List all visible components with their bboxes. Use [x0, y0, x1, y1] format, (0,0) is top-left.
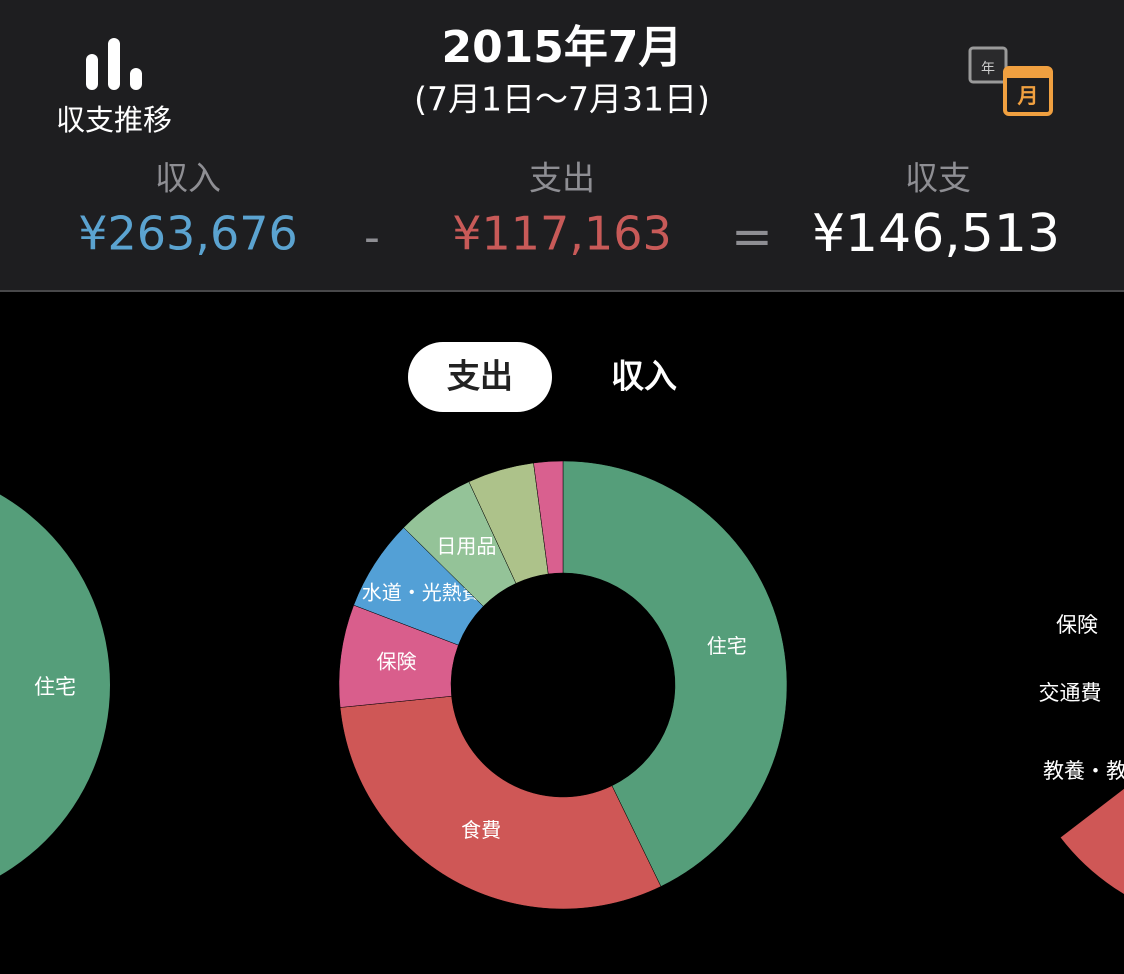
tab-expense[interactable]: 支出	[447, 357, 513, 396]
left-chart-label: 住宅	[34, 675, 76, 699]
donut-slice	[339, 695, 662, 910]
income-label: 収入	[155, 159, 221, 198]
donut-slice	[562, 460, 788, 887]
header-divider	[0, 290, 1124, 292]
right-chart-label: 教養・教	[1043, 759, 1124, 783]
donut-slice	[533, 460, 564, 575]
trend-button[interactable]: 収支推移	[56, 38, 172, 137]
equals-sign: =	[731, 208, 773, 266]
month-icon-label: 月	[1017, 84, 1039, 108]
period: (7月1日〜7月31日)	[414, 80, 710, 119]
month-icon-band	[1005, 68, 1051, 78]
slice-label: 食費	[461, 818, 501, 842]
left-chart-decoration	[0, 494, 110, 876]
year-calendar-icon	[968, 46, 1008, 84]
month-title: 2015年7月	[441, 22, 682, 73]
trend-icon-bar	[86, 54, 98, 90]
right-chart-decoration	[1060, 788, 1124, 894]
year-icon-label: 年	[981, 61, 995, 77]
income-amount: ¥263,676	[78, 207, 298, 261]
balance-label: 収支	[905, 159, 971, 198]
trend-icon-bar	[108, 38, 120, 90]
right-chart-label: 交通費	[1039, 681, 1102, 705]
expense-amount: ¥117,163	[452, 207, 672, 261]
tab-selected-bg[interactable]	[408, 342, 552, 412]
balance-amount: ¥146,513	[812, 204, 1060, 264]
calendar-toggle[interactable]: 年 月	[968, 46, 1053, 116]
slice-label: 住宅	[707, 634, 747, 658]
header-bg	[0, 0, 1124, 290]
slice-label: 保険	[376, 649, 416, 673]
trend-icon-bar	[130, 68, 142, 90]
tab-income[interactable]: 収入	[611, 357, 677, 396]
minus-sign: -	[364, 212, 380, 263]
slice-label: 日用品	[436, 534, 496, 558]
trend-label: 収支推移	[56, 103, 172, 137]
right-chart-label: 保険	[1056, 613, 1098, 637]
expense-label: 支出	[529, 159, 595, 198]
